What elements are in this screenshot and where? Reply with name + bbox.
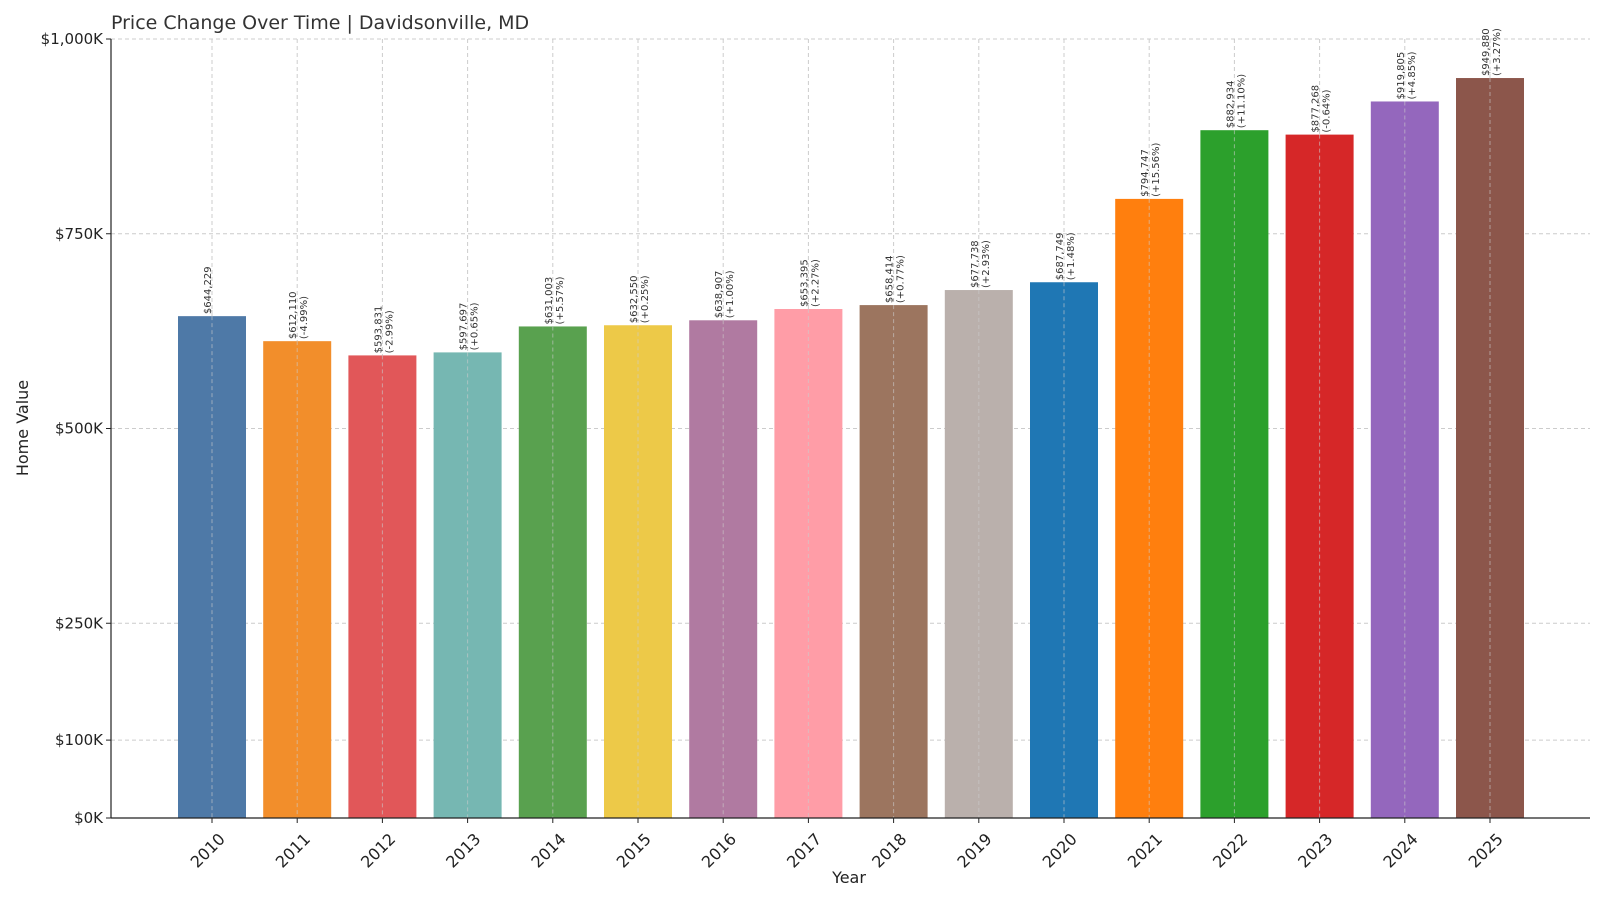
x-tick-label: 2021	[1124, 829, 1166, 871]
grid-layer	[111, 38, 1590, 818]
x-tick-label: 2015	[613, 829, 655, 871]
bar-value-label: $644,229	[203, 266, 214, 314]
bars-layer	[178, 78, 1524, 819]
bar-value-label: $919,805(+4.85%)	[1396, 51, 1418, 99]
bar-value-label: $677,738(+2.93%)	[970, 240, 992, 288]
y-tick-label: $1,000K	[41, 30, 104, 48]
bar-value-label: $794,747(+15.56%)	[1140, 142, 1162, 196]
y-axis-label: Home Value	[13, 380, 32, 476]
bar-value-label: $653,395(+2.27%)	[799, 259, 821, 307]
x-tick-label: 2016	[698, 829, 740, 871]
x-tick-label: 2010	[187, 829, 229, 871]
bar-value-label: $631,003(+5.57%)	[544, 276, 566, 324]
y-tick-label: $100K	[55, 731, 104, 749]
x-tick-label: 2017	[783, 829, 825, 871]
bar-labels-layer: $644,229 $612,110(-4.99%) $593,831(-2.99%)…	[203, 28, 1503, 353]
x-tick-label: 2025	[1465, 829, 1507, 871]
x-tick-label: 2012	[357, 829, 399, 871]
bar-2023	[1285, 134, 1354, 819]
bar-value-label: $612,110(-4.99%)	[288, 291, 310, 339]
x-tick-label: 2020	[1039, 829, 1081, 871]
x-tick-label: 2019	[953, 829, 995, 871]
x-tick-label: 2011	[272, 829, 314, 871]
bar-value-label: $877,268(-0.64%)	[1311, 85, 1333, 133]
bar-value-label: $638,907(+1.00%)	[714, 270, 736, 318]
bar-value-label: $593,831(-2.99%)	[373, 306, 395, 354]
y-tick-label: $750K	[55, 225, 104, 243]
y-tick-label: $500K	[55, 420, 104, 438]
x-tick-label: 2023	[1294, 829, 1336, 871]
bar-value-label: $597,697(+0.65%)	[459, 302, 481, 350]
bar-value-label: $687,749(+1.48%)	[1055, 232, 1077, 280]
x-tick-label: 2014	[527, 829, 569, 871]
bar-value-label: $949,880(+3.27%)	[1481, 28, 1503, 76]
chart-title: Price Change Over Time | Davidsonville, …	[111, 12, 529, 34]
x-axis-label: Year	[831, 868, 866, 887]
bar-value-label: $882,934(+11.10%)	[1225, 74, 1247, 128]
x-tick-label: 2013	[442, 829, 484, 871]
bar-2010	[178, 316, 246, 818]
bar-value-label: $658,414(+0.77%)	[885, 255, 907, 303]
y-tick-label: $0K	[74, 809, 104, 827]
bar-2025	[1456, 78, 1524, 819]
x-tick-label: 2024	[1379, 829, 1421, 871]
y-tick-label: $250K	[55, 614, 104, 632]
bar-value-label: $632,550(+0.25%)	[629, 275, 651, 323]
x-tick-label: 2018	[868, 829, 910, 871]
x-tick-label: 2022	[1209, 829, 1251, 871]
